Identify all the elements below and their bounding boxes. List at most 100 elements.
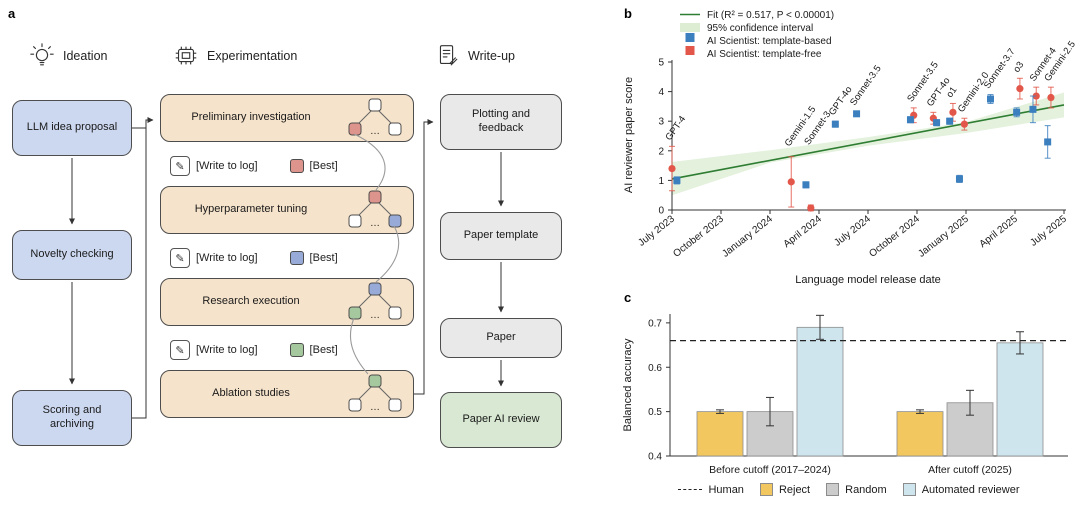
svg-text:o3: o3 [1011,60,1026,75]
svg-text:After cutoff (2025): After cutoff (2025) [928,464,1012,476]
experimentation-header: Experimentation [172,42,297,70]
lightbulb-icon [30,43,54,66]
svg-text:July 2025: July 2025 [1028,213,1069,248]
svg-text:January 2025: January 2025 [916,213,971,259]
ideation-header-label: Ideation [63,49,108,63]
svg-text:July 2023: July 2023 [636,213,677,248]
reject-swatch [759,483,773,496]
svg-text:0.5: 0.5 [648,407,662,418]
legend-label-reject: Reject [778,483,811,496]
best-label: [Best] [309,252,338,264]
human-dashed-line-swatch [678,489,703,490]
svg-text:o1: o1 [944,85,959,100]
svg-text:5: 5 [658,58,664,69]
svg-text:…: … [370,126,380,137]
plotting-feedback-label: Plotting and feedback [471,108,531,134]
paper-ai-review-label: Paper AI review [462,413,540,426]
preliminary-investigation-label: Preliminary investigation [191,111,311,124]
hyperparameter-tuning-label: Hyperparameter tuning [194,203,308,216]
tree-diagram: … [345,189,405,233]
novelty-checking-box: Novelty checking [12,230,132,280]
legend-item-random: Random [826,483,887,496]
svg-text:July 2024: July 2024 [832,213,873,248]
hyperparameter-tuning-box: Hyperparameter tuning … [160,186,414,234]
plotting-feedback-box: Plotting and feedback [440,94,562,150]
experimentation-header-label: Experimentation [207,49,298,63]
svg-text:3: 3 [658,117,664,128]
write-to-log-row-3: ✎ [Write to log] [Best] [170,338,338,362]
best-label: [Best] [309,160,338,172]
svg-text:October 2024: October 2024 [867,213,922,259]
legend-label-human: Human [708,483,744,496]
tree-diagram: … [345,97,405,141]
write-to-log-label: [Write to log] [196,160,258,172]
svg-text:0.6: 0.6 [648,363,662,374]
tree-diagram: … [345,281,405,325]
chip-icon [175,46,197,65]
svg-text:AI Scientist: template-based: AI Scientist: template-based [707,36,832,47]
svg-text:Sonnet-3.5: Sonnet-3.5 [848,63,884,107]
paper-ai-review-box: Paper AI review [440,392,562,448]
svg-text:Fit (R² = 0.517, P < 0.00001): Fit (R² = 0.517, P < 0.00001) [707,10,834,21]
svg-text:4: 4 [658,87,664,98]
scoring-archiving-label: Scoring and archiving [42,404,102,430]
scoring-archiving-box: Scoring and archiving [12,390,132,446]
writeup-header: Write-up [433,42,515,70]
svg-text:AI reviewer paper score: AI reviewer paper score [623,77,635,193]
svg-text:95% confidence interval: 95% confidence interval [707,23,813,34]
svg-text:Gemini-2.0: Gemini-2.0 [956,70,992,114]
svg-text:0: 0 [658,206,664,217]
research-execution-box: Research execution … [160,278,414,326]
svg-text:2: 2 [658,146,664,157]
paper-label: Paper [486,331,516,344]
legend-label-automated-reviewer: Automated reviewer [921,483,1020,496]
llm-idea-proposal-box: LLM idea proposal [12,100,132,156]
write-to-log-row-2: ✎ [Write to log] [Best] [170,246,338,270]
svg-text:Before cutoff (2017–2024): Before cutoff (2017–2024) [709,464,831,476]
ideation-header: Ideation [28,42,107,70]
panel-c-label: c [624,290,632,305]
novelty-checking-label: Novelty checking [30,248,114,261]
best-label: [Best] [309,344,338,356]
write-to-log-label: [Write to log] [196,252,258,264]
svg-text:0.7: 0.7 [648,318,662,329]
preliminary-investigation-box: Preliminary investigation … [160,94,414,142]
write-to-log-label: [Write to log] [196,344,258,356]
panel-a-label: a [8,6,16,21]
best-swatch-red [289,159,304,173]
ablation-studies-label: Ablation studies [212,387,290,400]
svg-text:Language model release date: Language model release date [795,274,941,286]
svg-text:January 2024: January 2024 [720,213,775,259]
legend-item-reject: Reject [759,483,811,496]
best-swatch-green [289,343,304,357]
svg-text:GPT-4: GPT-4 [663,114,688,143]
balanced-accuracy-legend: Human Reject Random Automated reviewer [618,483,1080,496]
panel-b-label: b [624,6,632,21]
research-execution-label: Research execution [202,295,300,308]
pencil-icon: ✎ [170,248,190,268]
tree-diagram: … [345,373,405,417]
svg-text:April 2024: April 2024 [782,213,825,250]
paper-box: Paper [440,318,562,358]
svg-text:…: … [370,402,380,413]
svg-text:April 2025: April 2025 [978,213,1021,250]
ablation-studies-box: Ablation studies … [160,370,414,418]
svg-text:1: 1 [658,176,664,187]
writeup-header-label: Write-up [468,49,516,63]
automated-reviewer-swatch [902,483,916,496]
svg-text:…: … [370,218,380,229]
svg-text:AI Scientist: template-free: AI Scientist: template-free [707,49,822,60]
svg-text:October 2023: October 2023 [671,213,726,259]
svg-text:0.4: 0.4 [648,452,662,463]
document-pencil-icon [439,45,458,66]
pencil-icon: ✎ [170,340,190,360]
balanced-accuracy-bar-chart: 0.4 0.5 0.6 0.7 Balanced accuracy Before cuto… [622,314,1068,476]
legend-item-automated-reviewer: Automated reviewer [902,483,1020,496]
svg-text:Balanced accuracy: Balanced accuracy [622,338,634,431]
svg-text:…: … [370,310,380,321]
write-to-log-row-1: ✎ [Write to log] [Best] [170,154,338,178]
llm-idea-proposal-label: LLM idea proposal [26,121,118,134]
pencil-icon: ✎ [170,156,190,176]
